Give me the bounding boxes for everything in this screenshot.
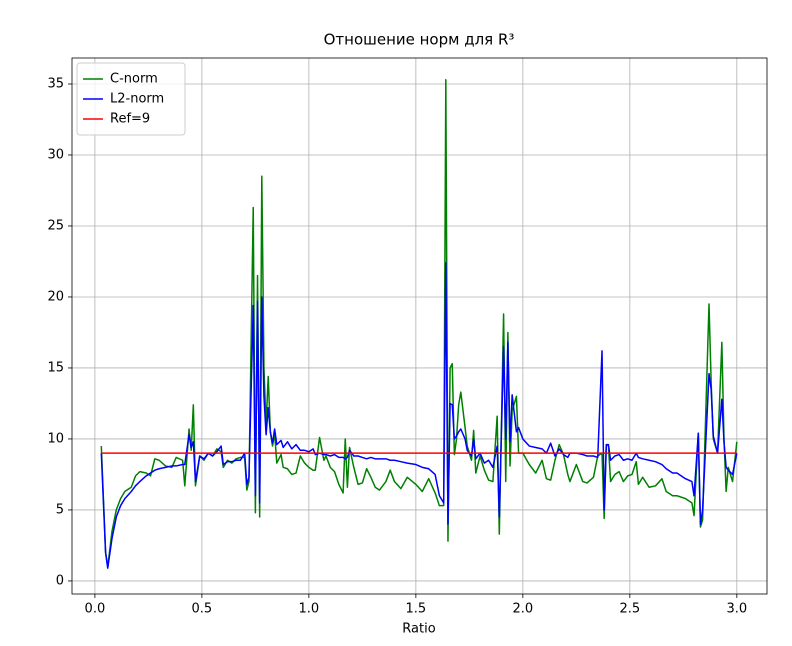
y-tick-label: 30 — [47, 147, 64, 162]
y-tick-label: 20 — [47, 289, 64, 304]
y-tick-label: 5 — [56, 502, 64, 517]
x-tick-label: 1.5 — [406, 602, 427, 617]
plot-frame — [71, 57, 768, 595]
y-tick-label: 25 — [47, 218, 64, 233]
x-tick-label: 0.5 — [192, 602, 213, 617]
x-tick-label: 3.0 — [726, 602, 747, 617]
legend-label: C-norm — [110, 72, 158, 87]
chart-title: Отношение норм для R³ — [324, 31, 515, 49]
x-tick-label: 2.5 — [619, 602, 640, 617]
legend-box — [76, 62, 186, 136]
y-tick-label: 0 — [56, 573, 64, 588]
x-tick-label: 0.0 — [85, 602, 106, 617]
x-tick-label: 1.0 — [299, 602, 320, 617]
x-axis-label: Ratio — [402, 622, 435, 637]
y-tick-label: 15 — [47, 360, 64, 375]
series-line — [100, 262, 738, 569]
legend-label: Ref=9 — [110, 112, 150, 127]
legend-label: L2-norm — [110, 92, 164, 107]
x-tick-label: 2.0 — [513, 602, 534, 617]
y-tick-label: 10 — [47, 431, 64, 446]
series-line — [100, 78, 738, 568]
y-tick-label: 35 — [47, 76, 64, 91]
